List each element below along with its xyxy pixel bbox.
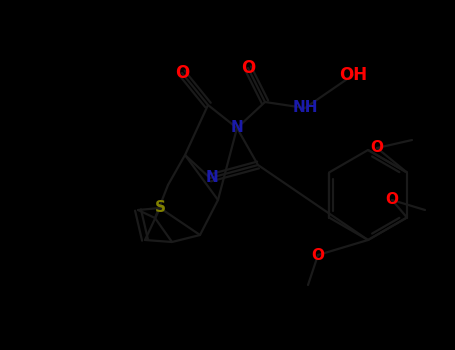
Text: O: O xyxy=(175,64,189,82)
Text: O: O xyxy=(312,247,324,262)
Text: O: O xyxy=(241,59,255,77)
Text: O: O xyxy=(385,193,399,208)
Text: S: S xyxy=(155,201,166,216)
Text: OH: OH xyxy=(339,66,367,84)
Text: N: N xyxy=(206,170,218,186)
Text: O: O xyxy=(370,140,384,155)
Text: NH: NH xyxy=(292,100,318,116)
Text: N: N xyxy=(231,120,243,135)
